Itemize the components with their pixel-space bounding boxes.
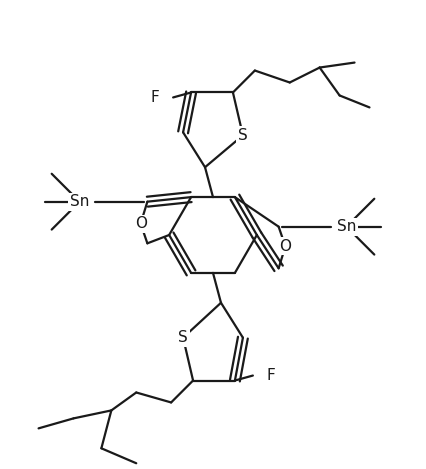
Text: S: S xyxy=(238,128,248,143)
Text: Sn: Sn xyxy=(337,219,356,234)
Text: F: F xyxy=(151,90,160,105)
Text: O: O xyxy=(279,239,291,254)
Text: F: F xyxy=(266,368,275,383)
Text: Sn: Sn xyxy=(70,194,89,209)
Text: O: O xyxy=(135,216,147,231)
Text: S: S xyxy=(178,330,188,345)
